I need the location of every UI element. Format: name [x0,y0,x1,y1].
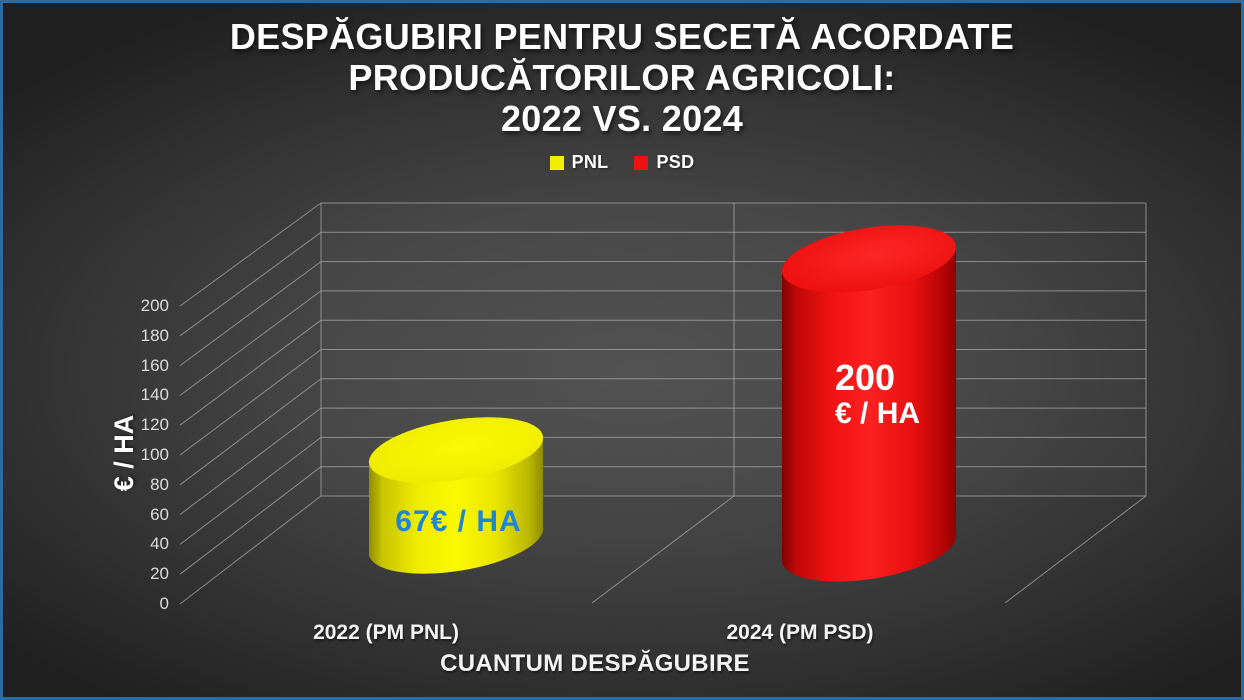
y-tick-label: 100 [140,445,169,464]
gridline [179,349,322,456]
y-tick-label: 200 [140,296,169,315]
legend-item-pnl: PNL [549,152,609,173]
data-label-psd-value: 200 [835,357,896,398]
chart-title: DESPĂGUBIRI PENTRU SECETĂ ACORDATE PRODU… [3,16,1241,139]
legend: PNL PSD [3,152,1241,173]
legend-item-psd: PSD [634,152,694,173]
y-tick-label: 160 [140,355,169,375]
y-tick-label: 20 [150,564,169,584]
gridline [1004,495,1147,604]
x-category-label-2024: 2024 (PM PSD) [726,621,874,644]
y-tick-label: 120 [140,415,169,435]
y-tick-label: 60 [150,504,169,524]
legend-label-psd: PSD [656,152,695,172]
chart-title-line-3: 2022 VS. 2024 [500,98,744,139]
cylinder-psd-side [781,225,957,582]
cylinder-pnl [368,417,544,574]
data-label-pnl: 67€ / HA [341,505,576,539]
legend-swatch-pnl-icon [549,155,564,170]
gridlines-group [179,202,1147,605]
cylinder-psd [781,225,957,582]
data-label-pnl-text: 67€ / HA [395,505,522,538]
y-tick-label: 0 [159,594,169,613]
cylinder-psd-top [781,225,957,293]
cylinder-pnl-top [368,417,544,483]
chart-title-line-1: DESPĂGUBIRI PENTRU SECETĂ ACORDATE [229,16,1015,57]
y-tick-label: 40 [150,534,169,554]
gridline [591,495,735,604]
gridline [179,261,322,367]
gridline [179,407,322,515]
gridline [179,378,322,486]
legend-label-pnl: PNL [571,152,609,172]
data-label-psd-unit: € / HA [835,397,921,430]
data-label-psd: 200 € / HA [835,357,921,431]
gridline [179,202,322,307]
y-tick-label: 180 [140,325,169,345]
x-axis-title: CUANTUM DESPĂGUBIRE [440,650,750,677]
chart-title-line-2: PRODUCĂTORILOR AGRICOLI: [348,57,896,98]
plot-area [179,202,1147,605]
gridline [179,319,322,426]
y-tick-label: 140 [140,385,169,405]
legend-swatch-psd-icon [634,155,649,170]
x-category-label-2022: 2022 (PM PNL) [313,621,459,644]
gridline [179,495,322,605]
y-tick-label: 80 [150,474,169,494]
gridline [179,437,322,545]
gridline [179,231,322,337]
gridline [179,466,322,575]
gridline [179,290,322,396]
